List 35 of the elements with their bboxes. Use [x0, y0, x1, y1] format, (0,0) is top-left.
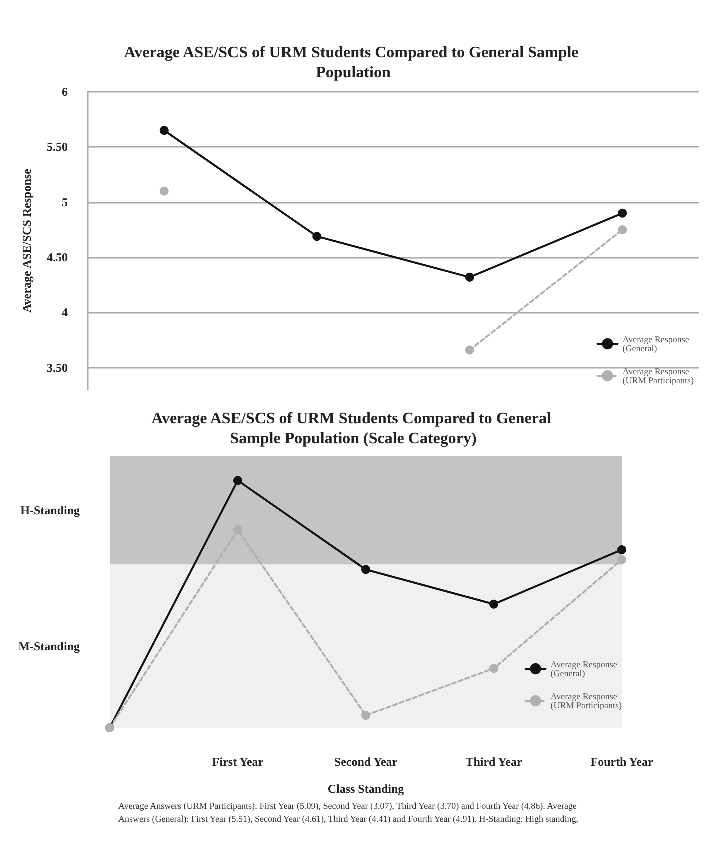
band-label: H-Standing	[20, 503, 80, 518]
point	[490, 664, 498, 674]
y-tick-label: 5.50	[47, 140, 68, 154]
x-tick-label: Third Year	[466, 755, 523, 769]
point	[618, 555, 626, 564]
y-tick-label: 3.50	[47, 360, 68, 375]
legend-label: Average Response (General)	[622, 334, 692, 354]
legend-label: Average Response (URM Participants)	[550, 692, 622, 710]
point	[160, 186, 169, 196]
x-tick-label: Fourth Year	[590, 755, 654, 769]
point	[362, 711, 370, 720]
legend-label: Average Response (URM Participants)	[622, 366, 694, 386]
point	[618, 208, 628, 218]
x-tick-label: Second Year	[334, 755, 398, 769]
point	[160, 126, 169, 136]
y-tick-label: 4	[62, 306, 68, 320]
point	[618, 545, 626, 554]
point	[312, 232, 322, 242]
x-tick-label: First Year	[212, 755, 264, 769]
legend-label: Average Response (General)	[550, 660, 620, 678]
chart-title: Average ASE/SCS of URM Students Compared to General Sample Population (Scale Category)	[152, 410, 556, 448]
y-tick-label: 6	[62, 85, 68, 99]
point	[362, 565, 370, 574]
y-tick-label: 4.50	[47, 250, 68, 265]
point	[618, 225, 628, 234]
point	[234, 476, 242, 486]
band-label: M-Standing	[18, 639, 80, 654]
point	[465, 272, 474, 282]
x-axis-title: Class Standing	[328, 782, 404, 796]
point	[490, 600, 498, 609]
chart-title: Average ASE/SCS of URM Students Compared to General Sample Population	[124, 44, 583, 82]
y-axis-title: Average ASE/SCS Response	[20, 168, 34, 313]
y-tick-label: 5	[62, 195, 68, 210]
point	[465, 346, 474, 355]
text: Average Answers (URM Participants): First Year (5.09), Second Year (3.07), Third Year (3.70) and Fourth Year (4.86). Average Answers (General): First Year (5.51), Second Year (4.61), Third Year (4.41) and Fourth Year (4.91). H-Standing: High standing,	[118, 800, 580, 826]
